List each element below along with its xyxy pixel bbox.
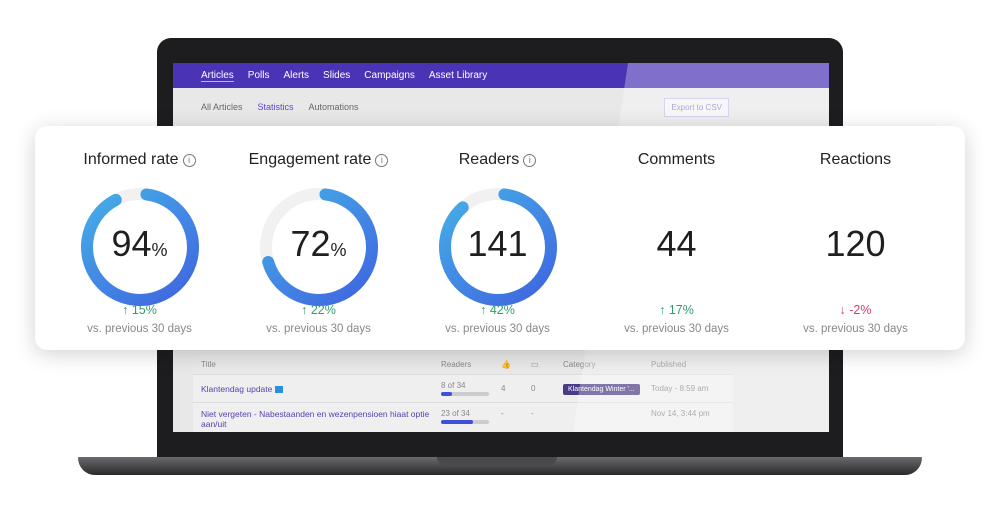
article-title-link[interactable]: Klantendag update: [201, 383, 273, 394]
stat-value: 141: [467, 223, 528, 264]
tab-statistics[interactable]: Statistics: [257, 102, 294, 112]
arrow-up-icon: ↑: [301, 303, 308, 317]
stat-comparison: vs. previous 30 days: [87, 323, 192, 335]
stat-change: -2%: [849, 303, 872, 317]
header-title[interactable]: Title: [201, 360, 216, 369]
category-tag[interactable]: Klantendag Winter '...: [563, 384, 640, 395]
header-readers[interactable]: Readers: [441, 360, 472, 369]
stat-change: 17%: [668, 303, 694, 317]
stat-value: 120: [825, 223, 886, 264]
stat-comparison: vs. previous 30 days: [445, 323, 550, 335]
top-nav: Articles Polls Alerts Slides Campaigns A…: [173, 63, 829, 88]
likes-count: -: [501, 409, 504, 418]
stat-title: Readers: [458, 151, 520, 168]
thumbs-up-icon: 👍: [501, 360, 511, 369]
export-csv-button[interactable]: Export to CSV: [664, 98, 729, 117]
stat-informed-rate: Informed rate i 94% ↑ 15% vs. previous 30…: [50, 126, 229, 350]
progress-ring: [438, 188, 557, 306]
stat-unit: %: [151, 240, 168, 260]
arrow-down-icon: ↓: [839, 303, 846, 317]
new-badge-icon: [274, 385, 283, 393]
stat-value: 94: [111, 223, 152, 264]
nav-campaigns[interactable]: Campaigns: [364, 70, 415, 81]
progress-ring: [80, 188, 199, 306]
likes-count: 4: [501, 384, 506, 393]
laptop-base: [78, 457, 922, 475]
stat-comparison: vs. previous 30 days: [266, 323, 371, 335]
header-category[interactable]: Category: [563, 360, 596, 369]
stat-title: Comments: [637, 151, 716, 168]
articles-table: Title Readers 👍 ▭ Category Published Kla…: [193, 355, 733, 432]
stat-change: 42%: [489, 303, 515, 317]
arrow-up-icon: ↑: [480, 303, 487, 317]
stat-reactions: Reactions 120 ↓ -2% vs. previous 30 days: [766, 126, 945, 350]
nav-asset-library[interactable]: Asset Library: [428, 70, 488, 81]
stat-title: Reactions: [819, 151, 892, 168]
readers-bar: [441, 392, 489, 396]
readers-count: 8 of 34: [441, 381, 466, 390]
sub-nav: All Articles Statistics Automations Expo…: [173, 88, 829, 126]
ring-fill: [80, 188, 199, 306]
info-icon[interactable]: i: [182, 154, 196, 167]
table-row[interactable]: Niet vergeten - Nabestaanden en wezenpen…: [193, 403, 733, 432]
stat-comparison: vs. previous 30 days: [803, 323, 908, 335]
comments-count: -: [531, 409, 534, 418]
stat-change: 15%: [131, 303, 157, 317]
laptop-notch: [437, 457, 557, 465]
arrow-up-icon: ↑: [659, 303, 666, 317]
comment-icon: ▭: [531, 360, 539, 369]
stat-engagement-rate: Engagement rate i 72% ↑ 22% vs. previous …: [229, 126, 408, 350]
stat-value: 72: [290, 223, 331, 264]
tab-automations[interactable]: Automations: [308, 102, 359, 112]
readers-count: 23 of 34: [441, 409, 470, 418]
info-icon[interactable]: i: [375, 154, 389, 167]
stat-change: 22%: [310, 303, 336, 317]
stat-comparison: vs. previous 30 days: [624, 323, 729, 335]
table-header: Title Readers 👍 ▭ Category Published: [193, 355, 733, 375]
readers-bar: [441, 420, 489, 424]
nav-articles[interactable]: Articles: [201, 69, 234, 82]
nav-polls[interactable]: Polls: [247, 70, 270, 81]
stat-readers: Readers i 141 ↑ 42% vs. previous 30 days: [408, 126, 587, 350]
stat-unit: %: [330, 240, 347, 260]
article-title-link[interactable]: Niet vergeten - Nabestaanden en wezenpen…: [201, 409, 430, 429]
nav-alerts[interactable]: Alerts: [283, 70, 310, 81]
stat-value: 44: [656, 223, 697, 264]
info-icon[interactable]: i: [523, 154, 537, 167]
table-row[interactable]: Klantendag update 8 of 34 4 0 Klantendag…: [193, 375, 733, 403]
published-date: Nov 14, 3:44 pm: [651, 409, 710, 418]
nav-slides[interactable]: Slides: [323, 70, 351, 81]
header-published[interactable]: Published: [651, 360, 687, 369]
tab-all-articles[interactable]: All Articles: [201, 102, 243, 112]
arrow-up-icon: ↑: [122, 303, 129, 317]
stats-card: Informed rate i 94% ↑ 15% vs. previous 30…: [35, 126, 965, 350]
stat-title: Informed rate: [83, 151, 179, 168]
ring-fill: [259, 188, 378, 306]
comments-count: 0: [531, 384, 536, 393]
ring-fill: [438, 188, 557, 306]
published-date: Today - 8:59 am: [651, 384, 709, 393]
progress-ring: [259, 188, 378, 306]
stat-title: Engagement rate: [248, 151, 372, 168]
stat-comments: Comments 44 ↑ 17% vs. previous 30 days: [587, 126, 766, 350]
